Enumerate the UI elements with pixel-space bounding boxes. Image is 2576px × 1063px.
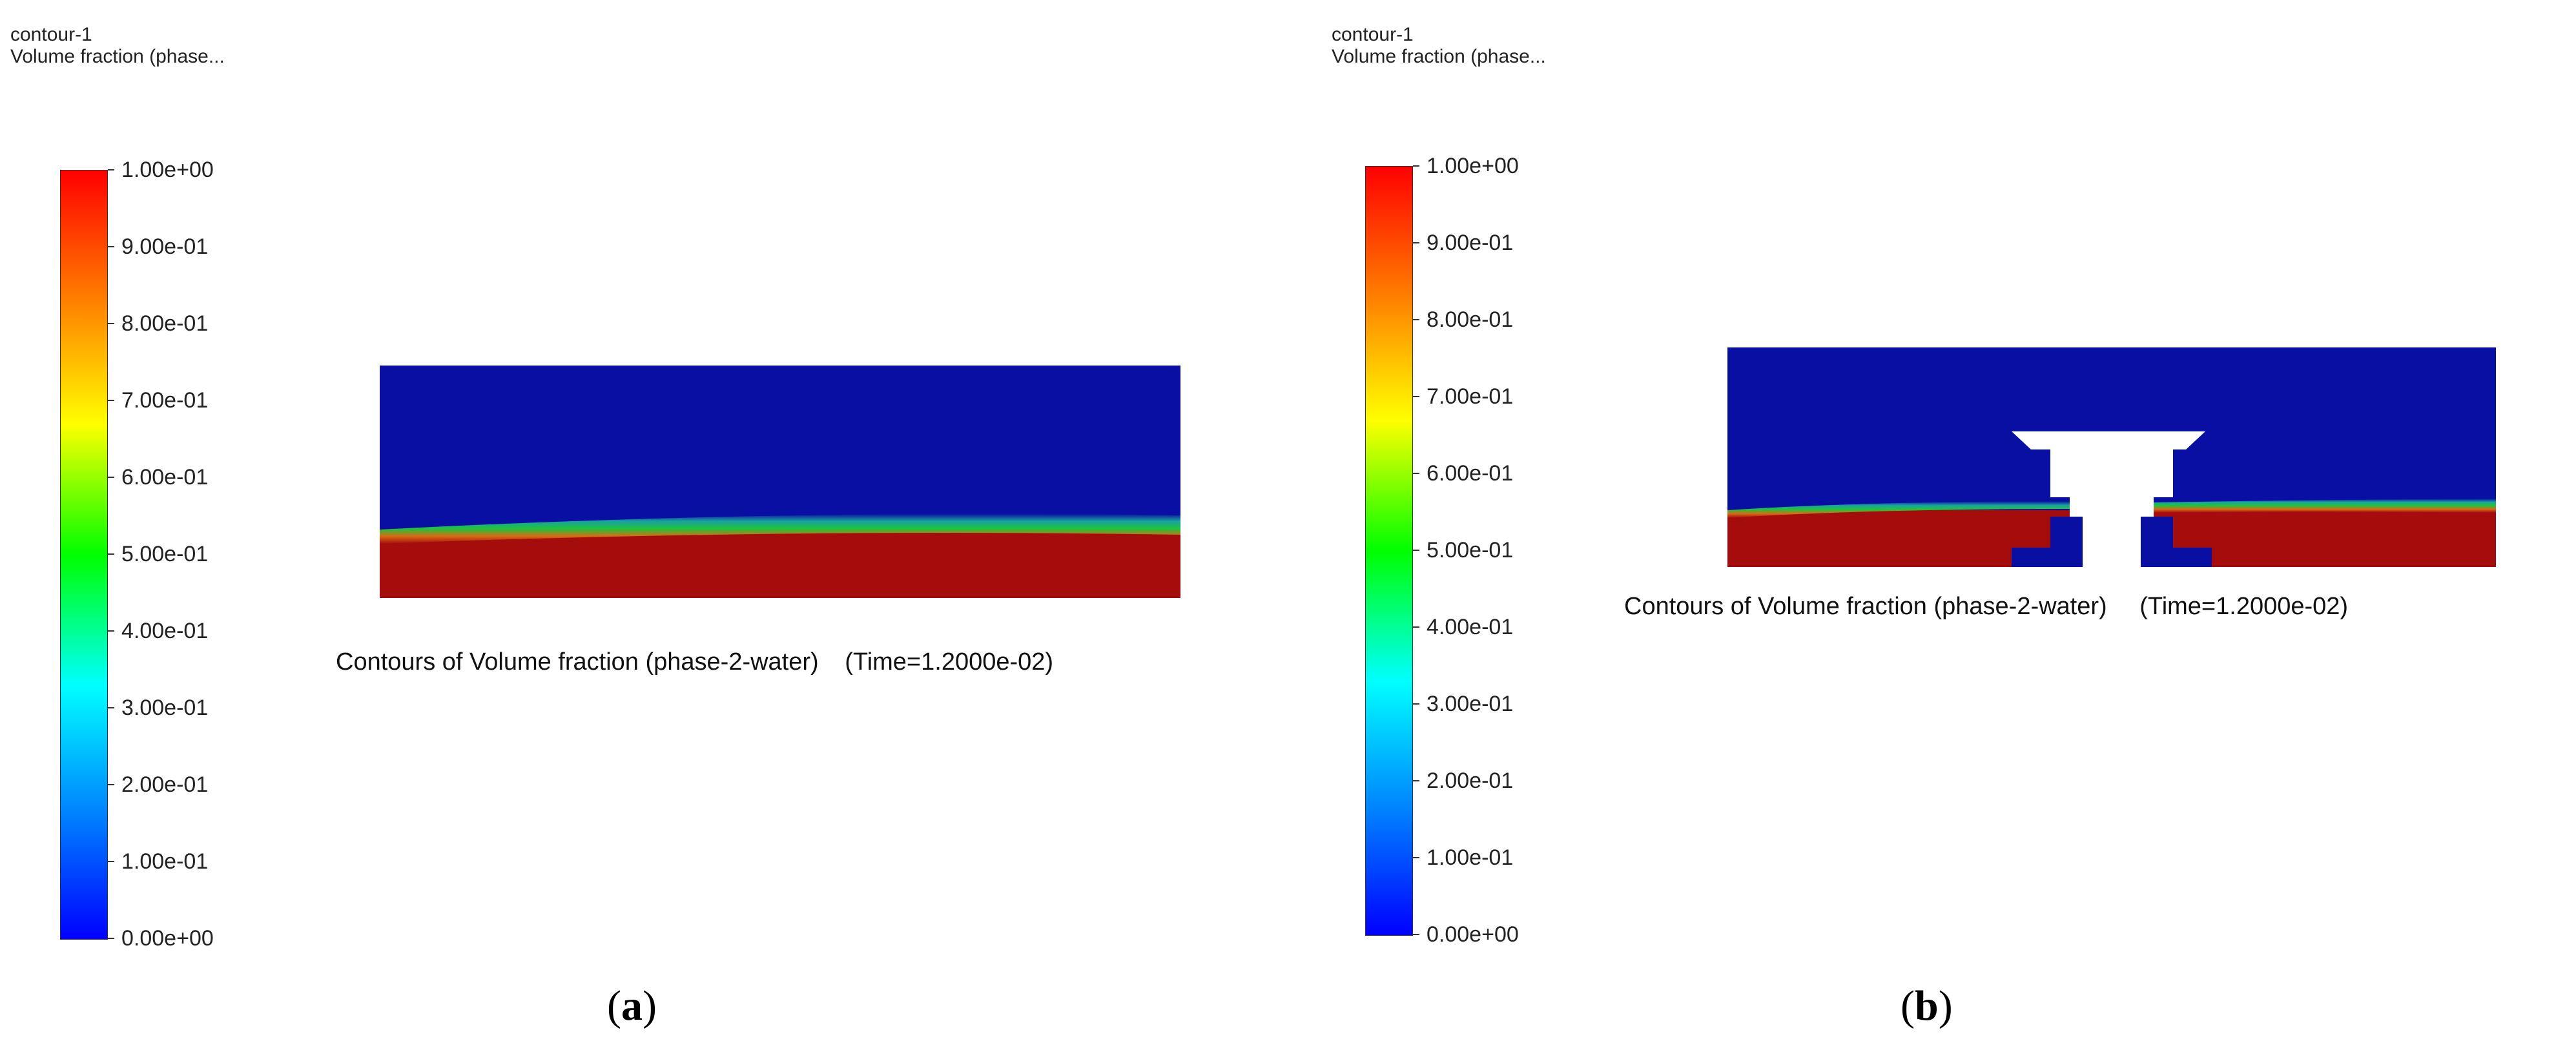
interface-right (2154, 499, 2496, 513)
colorbar-tick-label: 1.00e-01 (1427, 845, 1514, 870)
colorbar-tick-label: 4.00e-01 (121, 619, 209, 643)
colorbar-tick-label: 9.00e-01 (121, 234, 209, 259)
colorbar-tick-mark (108, 323, 114, 324)
caption-text: Contours of Volume fraction (phase-2-wat… (1624, 593, 2107, 620)
colorbar (60, 170, 108, 940)
water-right (2154, 510, 2496, 567)
contour-domain-a (380, 366, 1180, 598)
figure-panel-a: contour-1 Volume fraction (phase... 1.00… (10, 24, 1180, 1029)
colorbar-tick-label: 3.00e-01 (1427, 692, 1514, 716)
solid-structure (2012, 431, 2205, 567)
colorbar-tick-label: 2.00e-01 (121, 772, 209, 797)
colorbar-tick-mark (108, 784, 114, 785)
colorbar-tick-label: 4.00e-01 (1427, 615, 1514, 639)
contour-caption: Contours of Volume fraction (phase-2-wat… (1624, 593, 2348, 621)
subfigure-label-b: (b) (1901, 982, 1953, 1029)
contour-subtitle: Volume fraction (phase... (1332, 46, 1546, 67)
colorbar-tick-label: 7.00e-01 (1427, 384, 1514, 409)
colorbar-tick-label: 0.00e+00 (1427, 922, 1519, 947)
colorbar-tick-mark (1413, 165, 1419, 167)
colorbar-tick-label: 9.00e-01 (1427, 231, 1514, 255)
contour-caption: Contours of Volume fraction (phase-2-wat… (336, 648, 1053, 676)
colorbar-tick-label: 0.00e+00 (121, 926, 214, 951)
colorbar-tick-label: 2.00e-01 (1427, 769, 1514, 793)
colorbar-tick-label: 3.00e-01 (121, 696, 209, 720)
water-left (1727, 510, 2070, 567)
colorbar-tick-label: 6.00e-01 (121, 465, 209, 490)
colorbar-tick-mark (1413, 780, 1419, 781)
colorbar-tick-mark (108, 630, 114, 632)
colorbar-tick-label: 7.00e-01 (121, 388, 209, 413)
colorbar-tick-mark (1413, 934, 1419, 935)
colorbar-tick-label: 1.00e+00 (121, 158, 214, 182)
water-region (380, 524, 1180, 598)
figure-panel-b: contour-1 Volume fraction (phase... 1.00… (1288, 0, 2576, 1063)
colorbar-tick-mark (1413, 857, 1419, 858)
colorbar-tick-mark (108, 477, 114, 478)
colorbar-tick-label: 1.00e+00 (1427, 154, 1519, 178)
contour-domain-b (1727, 347, 2496, 567)
time-label: (Time=1.2000e-02) (2139, 593, 2349, 620)
colorbar-tick-label: 5.00e-01 (121, 542, 209, 566)
colorbar-tick-label: 6.00e-01 (1427, 461, 1514, 486)
colorbar-tick-mark (1413, 473, 1419, 474)
interface-band (380, 513, 1180, 544)
subfigure-label-a: (a) (607, 982, 657, 1029)
colorbar-tick-label: 8.00e-01 (121, 311, 209, 336)
colorbar-tick-mark (1413, 396, 1419, 397)
colorbar-tick-label: 5.00e-01 (1427, 538, 1514, 562)
time-label: (Time=1.2000e-02) (845, 648, 1054, 676)
caption-text: Contours of Volume fraction (phase-2-wat… (336, 648, 819, 676)
colorbar-tick-mark (1413, 703, 1419, 705)
colorbar-tick-mark (108, 553, 114, 555)
colorbar-tick-mark (1413, 626, 1419, 628)
colorbar-tick-mark (1413, 550, 1419, 551)
colorbar (1365, 166, 1413, 936)
colorbar-tick-mark (108, 400, 114, 401)
contour-title: contour-1 (1332, 24, 1414, 45)
colorbar-tick-mark (108, 861, 114, 862)
interface-left (1727, 501, 2070, 518)
colorbar-tick-mark (108, 938, 114, 939)
colorbar-tick-mark (1413, 319, 1419, 320)
colorbar-tick-label: 8.00e-01 (1427, 307, 1514, 332)
colorbar-tick-mark (108, 707, 114, 708)
colorbar-tick-mark (1413, 242, 1419, 243)
colorbar-tick-mark (108, 246, 114, 247)
contour-title: contour-1 (10, 24, 92, 45)
contour-subtitle: Volume fraction (phase... (10, 46, 225, 67)
colorbar-tick-mark (108, 169, 114, 170)
colorbar-tick-label: 1.00e-01 (121, 849, 209, 874)
